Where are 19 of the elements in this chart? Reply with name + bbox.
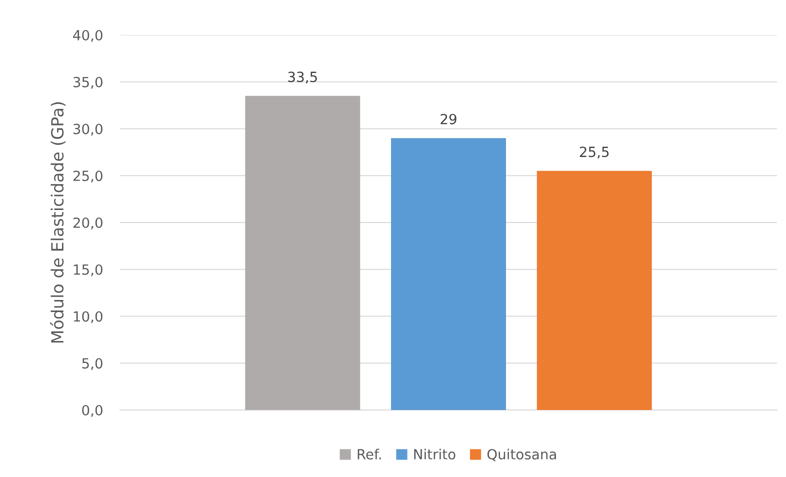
y-tick-label: 0,0 xyxy=(82,404,102,417)
bar xyxy=(536,170,652,410)
y-tick-label: 25,0 xyxy=(73,170,102,183)
y-tick-label: 5,0 xyxy=(82,358,102,370)
bar xyxy=(245,96,360,410)
y-tick-label: 20,0 xyxy=(73,217,102,230)
bar xyxy=(391,138,506,410)
y-tick-label: 30,0 xyxy=(73,124,102,136)
data-label: 29 xyxy=(440,114,456,124)
data-label: 33,5 xyxy=(288,72,317,84)
y-tick-label: 35,0 xyxy=(73,76,102,89)
data-label: 25,5 xyxy=(580,146,609,159)
y-tick-label: 10,0 xyxy=(74,311,102,324)
y-axis-title: Módulo de Elasticidade (GPa) xyxy=(50,102,66,343)
y-tick-label: 40,0 xyxy=(73,30,102,42)
y-tick-label: 15,0 xyxy=(74,264,102,276)
legend-label: Quitosana xyxy=(487,448,556,462)
legend-label: Nitrito xyxy=(414,448,456,460)
legend-label: Ref. xyxy=(358,448,381,460)
